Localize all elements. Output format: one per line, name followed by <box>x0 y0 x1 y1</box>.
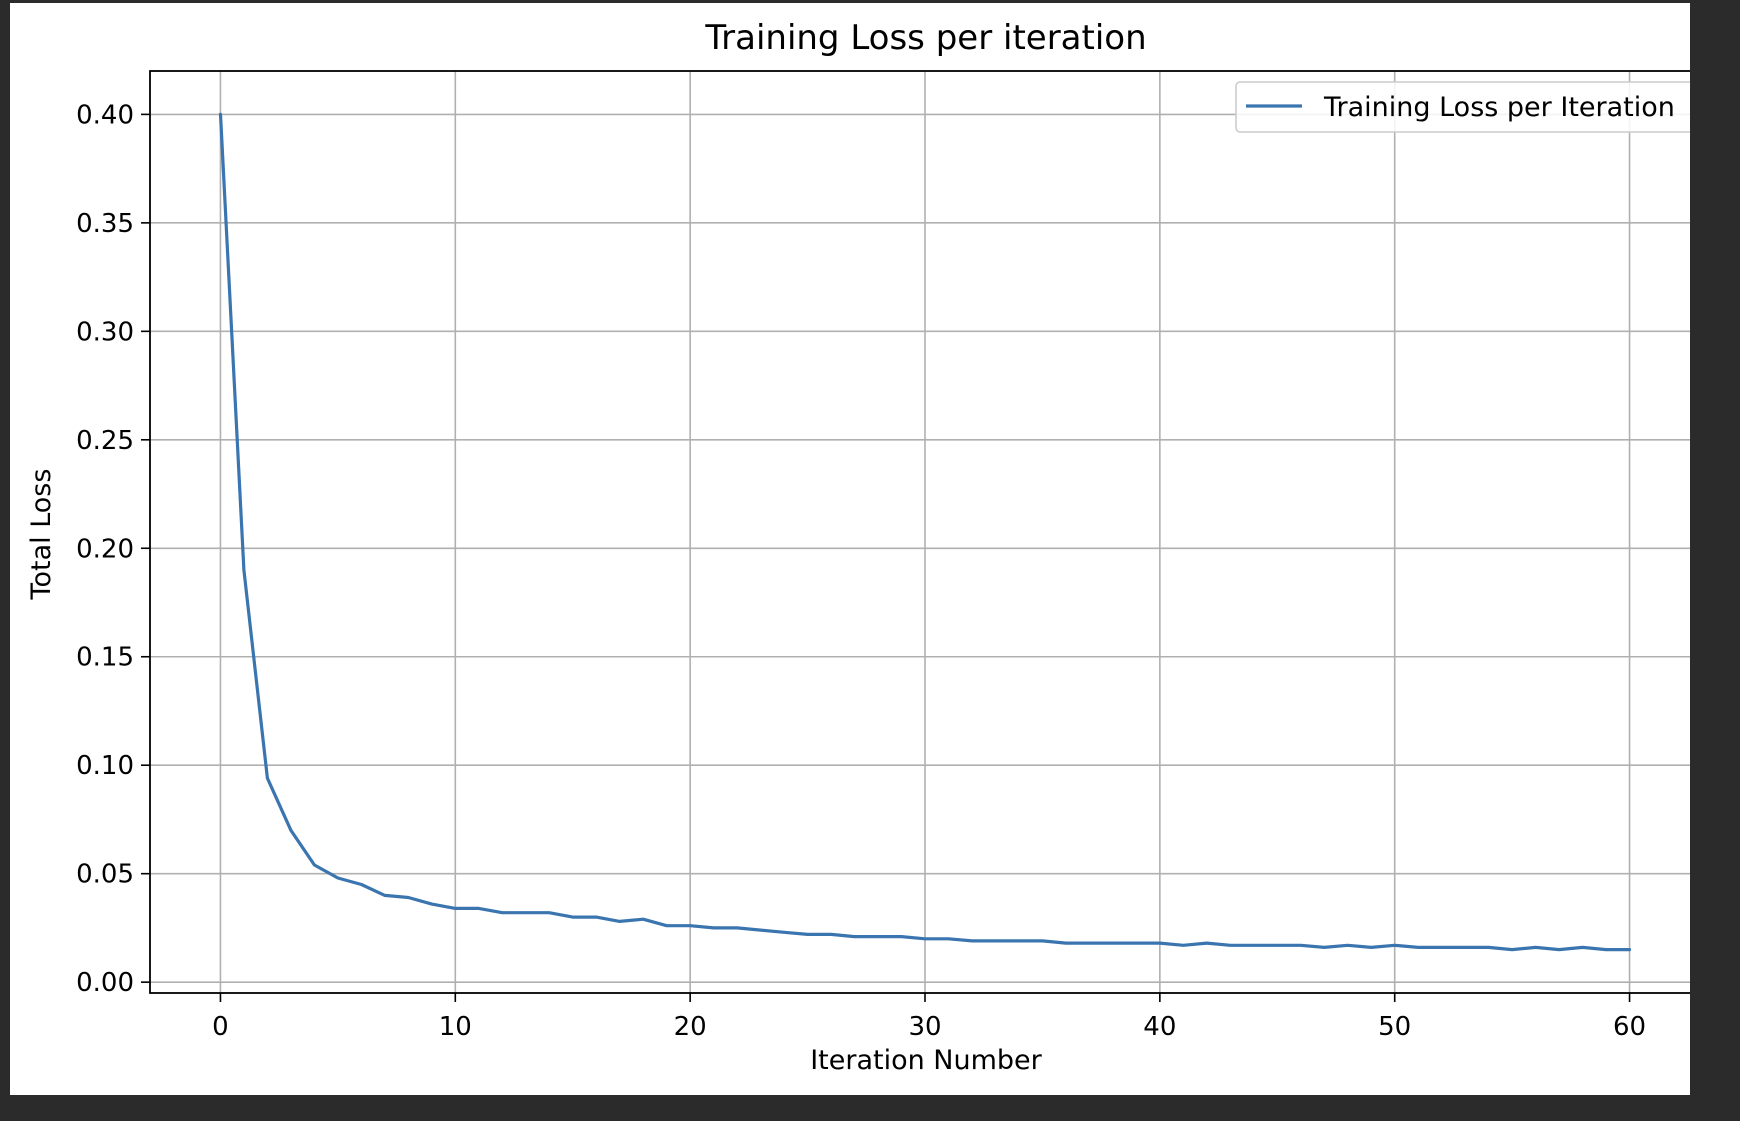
legend-entry-training-loss: Training Loss per Iteration <box>1323 92 1675 123</box>
x-tick-label: 40 <box>1143 1012 1176 1042</box>
grid-lines <box>150 71 1690 993</box>
y-axis-label: Total Loss <box>26 469 57 601</box>
x-tick-label: 60 <box>1613 1012 1646 1042</box>
chart-title: Training Loss per iteration <box>704 18 1146 58</box>
legend: Training Loss per Iteration <box>1235 81 1690 133</box>
line-chart: 0 10 20 30 40 50 60 0.00 0.05 0.10 0.15 0.20 0.25 0.3… <box>26 18 1690 1076</box>
x-axis-label: Iteration Number <box>810 1045 1042 1076</box>
y-tick-label: 0.40 <box>76 100 134 130</box>
x-tick-label: 30 <box>908 1012 941 1042</box>
y-tick-label: 0.30 <box>76 317 134 347</box>
series-line-training-loss <box>218 112 1632 952</box>
x-tick-label: 20 <box>674 1012 707 1042</box>
legend-box <box>1235 81 1690 133</box>
y-tick-label: 0.10 <box>76 751 134 781</box>
series-lines <box>218 112 1632 952</box>
axis-ticks: 0 10 20 30 40 50 60 0.00 0.05 0.10 0.15 0.20 0.25 0.3… <box>76 100 1646 1042</box>
y-tick-label: 0.25 <box>76 426 134 456</box>
x-tick-label: 10 <box>439 1012 472 1042</box>
y-tick-label: 0.00 <box>76 968 134 998</box>
y-tick-label: 0.05 <box>76 860 134 890</box>
x-tick-label: 0 <box>212 1012 229 1042</box>
y-tick-label: 0.35 <box>76 209 134 239</box>
chart-figure: 0 10 20 30 40 50 60 0.00 0.05 0.10 0.15 0.20 0.25 0.3… <box>10 3 1690 1095</box>
axes-frame <box>149 70 1690 994</box>
x-tick-label: 50 <box>1378 1012 1411 1042</box>
y-tick-label: 0.20 <box>76 534 134 564</box>
y-tick-label: 0.15 <box>76 643 134 673</box>
